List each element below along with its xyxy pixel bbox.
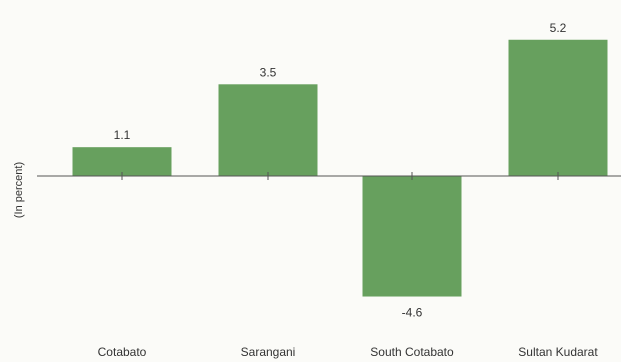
category-label: Sarangani	[241, 345, 296, 359]
bar-sarangani	[218, 84, 318, 176]
bar-sultan-kudarat	[508, 39, 608, 177]
category-label: Cotabato	[98, 345, 147, 359]
bars-group	[72, 39, 608, 297]
category-label: South Cotabato	[370, 345, 454, 359]
value-labels-group: 1.1 3.5 -4.6 5.2	[114, 21, 567, 320]
data-label: 3.5	[260, 65, 277, 79]
y-axis-label: (In percent)	[13, 162, 25, 218]
data-label: 1.1	[114, 128, 131, 142]
bar-south-cotabato	[362, 176, 462, 297]
category-labels-group: Cotabato Sarangani South Cotabato Sultan Ku…	[98, 345, 599, 359]
category-label: Sultan Kudarat	[518, 345, 598, 359]
data-label: -4.6	[402, 306, 423, 320]
axis-ticks-group	[121, 172, 559, 180]
bar-cotabato	[72, 147, 172, 176]
data-label: 5.2	[550, 21, 567, 35]
